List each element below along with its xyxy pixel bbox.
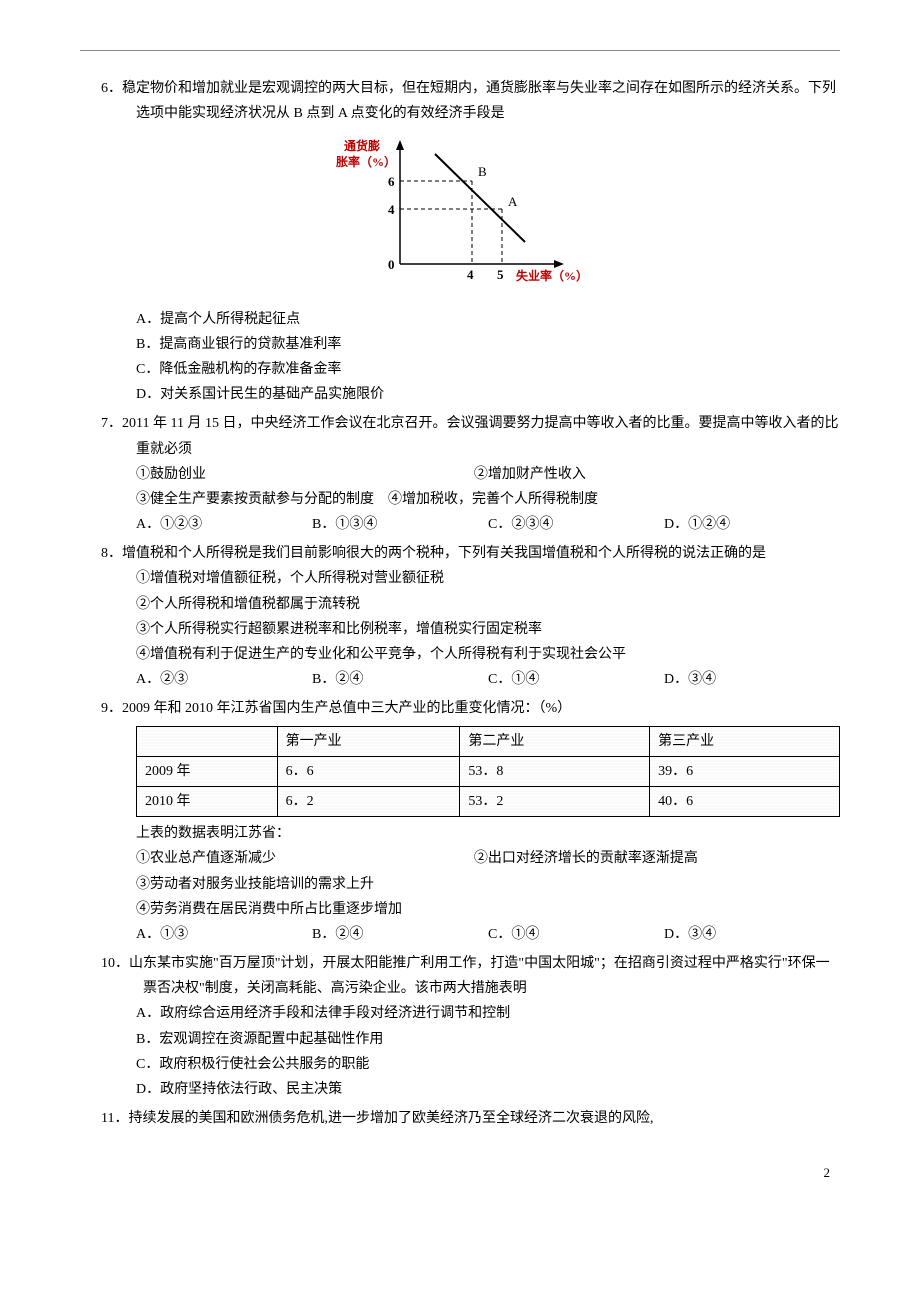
phillips-curve-chart: 通货膨 胀率（%） 0 4 6 4 5 失业率（%） B A [330,134,590,289]
question-7: 7．2011 年 11 月 15 日，中央经济工作会议在北京召开。会议强调要努力… [80,411,840,537]
question-6: 6．稳定物价和增加就业是宏观调控的两大目标，但在短期内，通货膨胀率与失业率之间存… [80,76,840,407]
table-header-row: 第一产业 第二产业 第三产业 [137,726,840,756]
top-rule [80,50,840,51]
question-9: 9．2009 年和 2010 年江苏省国内生产总值中三大产业的比重变化情况：（%… [80,696,840,947]
q8-option-a: A．②③ [136,667,312,692]
q9-r0c2: 53．8 [460,756,650,786]
q7-option-c: C．②③④ [488,512,664,537]
page-number: 2 [80,1161,840,1184]
q8-text: 增值税和个人所得税是我们目前影响很大的两个税种，下列有关我国增值税和个人所得税的… [122,546,766,561]
q7-option-a: A．①②③ [136,512,312,537]
q10-option-a: A．政府综合运用经济手段和法律手段对经济进行调节和控制 [80,1001,840,1026]
q9-number: 9． [101,701,122,716]
table-row: 2010 年 6．2 53．2 40．6 [137,786,840,816]
q6-text: 稳定物价和增加就业是宏观调控的两大目标，但在短期内，通货膨胀率与失业率之间存在如… [122,81,836,121]
xlabel-text: 失业率（%） [516,268,588,283]
q6-stem: 6．稳定物价和增加就业是宏观调控的两大目标，但在短期内，通货膨胀率与失业率之间存… [80,76,840,126]
q9-th-3: 第三产业 [650,726,840,756]
question-11: 11．持续发展的美国和欧洲债务危机,进一步增加了欧美经济乃至全球经济二次衰退的风… [80,1106,840,1131]
q8-s3: ③个人所得税实行超额累进税率和比例税率，增值税实行固定税率 [80,617,840,642]
q6-option-d: D．对关系国计民生的基础产品实施限价 [80,382,840,407]
q11-text: 持续发展的美国和欧洲债务危机,进一步增加了欧美经济乃至全球经济二次衰退的风险, [128,1111,653,1126]
q9-s1: ①农业总产值逐渐减少 [136,846,474,871]
q8-number: 8． [101,546,122,561]
q9-th-0 [137,726,278,756]
x-tick-5: 5 [497,267,504,282]
q8-s2: ②个人所得税和增值税都属于流转税 [80,592,840,617]
q9-options: A．①③ B．②④ C．①④ D．③④ [80,922,840,947]
q10-option-b: B．宏观调控在资源配置中起基础性作用 [80,1027,840,1052]
q8-option-d: D．③④ [664,667,840,692]
x-axis-arrow [554,260,564,268]
y-tick-4: 4 [388,202,395,217]
question-10: 10．山东某市实施"百万屋顶"计划，开展太阳能推广利用工作，打造"中国太阳城"；… [80,951,840,1102]
q10-stem: 10．山东某市实施"百万屋顶"计划，开展太阳能推广利用工作，打造"中国太阳城"；… [80,951,840,1001]
q10-text: 山东某市实施"百万屋顶"计划，开展太阳能推广利用工作，打造"中国太阳城"；在招商… [129,956,830,996]
q9-s2: ②出口对经济增长的贡献率逐渐提高 [474,846,698,871]
q6-option-c: C．降低金融机构的存款准备金率 [80,357,840,382]
q7-s2: ②增加财产性收入 [474,462,586,487]
y-tick-6: 6 [388,174,395,189]
q7-s3: ③健全生产要素按贡献参与分配的制度 [136,492,374,507]
table-row: 2009 年 6．6 53．8 39．6 [137,756,840,786]
q6-option-a: A．提高个人所得税起征点 [80,307,840,332]
question-8: 8．增值税和个人所得税是我们目前影响很大的两个税种，下列有关我国增值税和个人所得… [80,541,840,692]
q9-th-1: 第一产业 [277,726,460,756]
q7-s4: ④增加税收，完善个人所得税制度 [388,492,598,507]
q7-statements-1-2: ①鼓励创业 ②增加财产性收入 [80,462,840,487]
ylabel-top-text: 通货膨 [344,138,380,153]
q8-option-c: C．①④ [488,667,664,692]
q9-text: 2009 年和 2010 年江苏省国内生产总值中三大产业的比重变化情况：（%） [122,701,571,716]
q9-option-d: D．③④ [664,922,840,947]
q9-r0c0: 2009 年 [137,756,278,786]
q6-number: 6． [101,81,122,96]
q9-statements-1-2: ①农业总产值逐渐减少 ②出口对经济增长的贡献率逐渐提高 [80,846,840,871]
q9-lead: 上表的数据表明江苏省： [80,821,840,846]
q6-chart: 通货膨 胀率（%） 0 4 6 4 5 失业率（%） B A [80,134,840,298]
q8-option-b: B．②④ [312,667,488,692]
q8-s1: ①增值税对增值额征税，个人所得税对营业额征税 [80,566,840,591]
q9-th-2: 第二产业 [460,726,650,756]
q9-table: 第一产业 第二产业 第三产业 2009 年 6．6 53．8 39．6 2010… [136,726,840,818]
point-a-label: A [508,194,518,209]
q8-options: A．②③ B．②④ C．①④ D．③④ [80,667,840,692]
q11-number: 11． [101,1111,128,1126]
q7-number: 7． [101,416,122,431]
y-axis-arrow [396,140,404,150]
q9-r1c3: 40．6 [650,786,840,816]
q6-option-b: B．提高商业银行的贷款基准利率 [80,332,840,357]
q7-option-d: D．①②④ [664,512,840,537]
q10-number: 10． [101,956,129,971]
q9-option-c: C．①④ [488,922,664,947]
q10-option-c: C．政府积极行使社会公共服务的职能 [80,1052,840,1077]
point-b-label: B [478,164,487,179]
q7-text: 2011 年 11 月 15 日，中央经济工作会议在北京召开。会议强调要努力提高… [122,416,838,456]
q10-option-d: D．政府坚持依法行政、民主决策 [80,1077,840,1102]
q7-stem: 7．2011 年 11 月 15 日，中央经济工作会议在北京召开。会议强调要努力… [80,411,840,461]
q9-option-b: B．②④ [312,922,488,947]
q9-r1c1: 6．2 [277,786,460,816]
q7-s1: ①鼓励创业 [136,462,474,487]
q7-option-b: B．①③④ [312,512,488,537]
y-tick-0: 0 [388,257,395,272]
q9-s4: ④劳务消费在居民消费中所占比重逐步增加 [80,897,840,922]
q7-statements-3-4: ③健全生产要素按贡献参与分配的制度 ④增加税收，完善个人所得税制度 [80,487,840,512]
x-tick-4: 4 [467,267,474,282]
q9-r0c1: 6．6 [277,756,460,786]
q9-r0c3: 39．6 [650,756,840,786]
q9-stem: 9．2009 年和 2010 年江苏省国内生产总值中三大产业的比重变化情况：（%… [80,696,840,721]
q7-options: A．①②③ B．①③④ C．②③④ D．①②④ [80,512,840,537]
q8-stem: 8．增值税和个人所得税是我们目前影响很大的两个税种，下列有关我国增值税和个人所得… [80,541,840,566]
q9-s3: ③劳动者对服务业技能培训的需求上升 [80,872,840,897]
q11-stem: 11．持续发展的美国和欧洲债务危机,进一步增加了欧美经济乃至全球经济二次衰退的风… [80,1106,840,1131]
q9-r1c0: 2010 年 [137,786,278,816]
q9-r1c2: 53．2 [460,786,650,816]
ylabel-bottom-text: 胀率（%） [336,154,396,169]
q9-option-a: A．①③ [136,922,312,947]
q8-s4: ④增值税有利于促进生产的专业化和公平竞争，个人所得税有利于实现社会公平 [80,642,840,667]
